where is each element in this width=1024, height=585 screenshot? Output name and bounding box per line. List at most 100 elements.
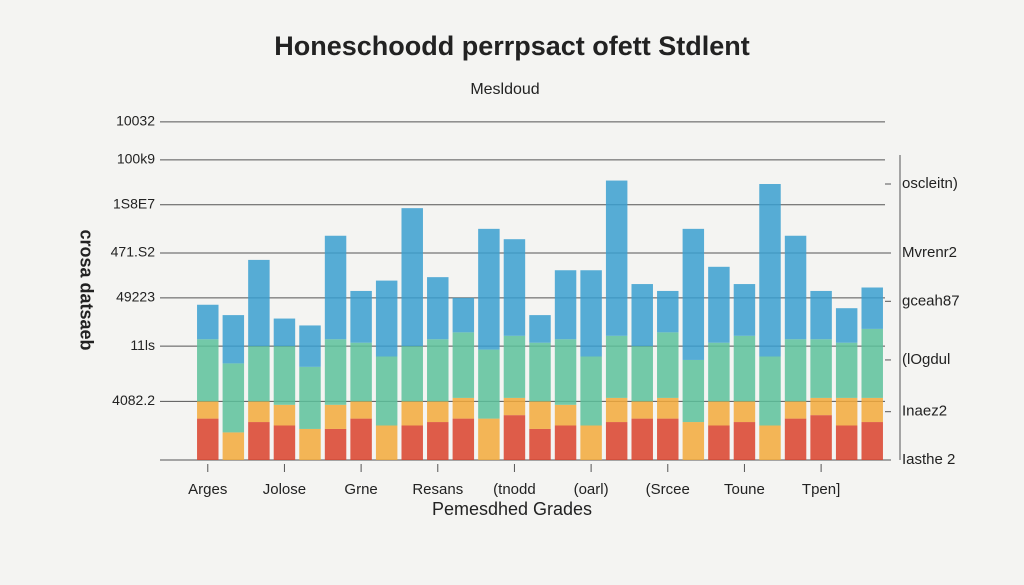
bar-segment <box>733 335 756 402</box>
bar-segment <box>631 401 653 419</box>
y-tick-label: 471.S2 <box>111 244 156 260</box>
bar-segment <box>810 415 832 460</box>
bar-segment <box>197 304 219 340</box>
bar-segment <box>554 339 577 405</box>
bar-segment <box>605 180 628 336</box>
y-tick-label: 1S8E7 <box>113 195 155 211</box>
bar-segment <box>427 422 449 460</box>
y2-tick-label: (lOgdul <box>902 351 950 368</box>
bar-segment <box>401 346 423 402</box>
bar-segment <box>350 418 372 460</box>
bar-segment <box>810 397 832 416</box>
bar-segment <box>580 270 602 357</box>
bar-segment <box>605 397 628 423</box>
bar-segment <box>503 239 526 336</box>
bar-segment <box>401 425 423 460</box>
bar-segment <box>452 418 475 460</box>
chart-subtitle: Mesldoud <box>470 81 539 98</box>
bar-segment <box>350 290 372 343</box>
bar-segment <box>478 228 500 350</box>
x-tick-label: (tnodd <box>493 481 536 498</box>
y2-tick-label: Mvrenr2 <box>902 244 957 261</box>
bar-segment <box>503 415 526 460</box>
bar-segment <box>324 404 347 429</box>
bar-segment <box>350 342 372 402</box>
x-tick-label: Toune <box>724 481 765 498</box>
x-tick-label: (oarl) <box>574 481 609 498</box>
bar-segment <box>273 318 296 347</box>
bar-segment <box>835 397 858 426</box>
bar-segment <box>427 401 449 423</box>
bar-segment <box>682 359 705 423</box>
bar-segment <box>529 401 551 429</box>
bar-segment <box>529 315 551 343</box>
bar-segment <box>784 339 807 402</box>
bar-segment <box>452 297 475 333</box>
bar-segment <box>248 346 270 402</box>
x-tick-label: Jolose <box>263 481 306 498</box>
y2-tick-label: Inaez2 <box>902 403 947 420</box>
bar-segment <box>835 308 858 343</box>
bar-segment <box>197 339 219 402</box>
bar-segment <box>222 315 245 364</box>
bar-segment <box>401 401 423 426</box>
bar-segment <box>273 346 296 405</box>
bar-segment <box>605 422 628 460</box>
bar-segment <box>503 335 526 398</box>
bar-segment <box>503 397 526 416</box>
x-tick-label: Resans <box>412 481 463 498</box>
bar-segment <box>580 356 602 426</box>
bar-segment <box>197 401 219 419</box>
bar-segment <box>299 325 321 367</box>
bar-segment <box>554 425 577 460</box>
bar-segment <box>631 284 653 347</box>
bar-segment <box>861 287 883 329</box>
bar-segment <box>273 425 296 460</box>
bar-segment <box>835 342 858 398</box>
y2-tick-label: gceah87 <box>902 292 960 309</box>
bar-segment <box>759 184 781 357</box>
x-tick-label: Arges <box>188 481 227 498</box>
bar-segment <box>657 290 679 333</box>
bar-segment <box>529 342 551 402</box>
bar-segment <box>835 425 858 460</box>
y-tick-label: 100k9 <box>117 151 155 167</box>
bar-segment <box>657 397 679 419</box>
bar-segment <box>427 277 449 340</box>
bar-segment <box>682 228 705 360</box>
bar-segment <box>324 339 347 405</box>
bar-segment <box>784 401 807 419</box>
bar-segment <box>299 428 321 460</box>
x-tick-label: (Srcee <box>646 481 690 498</box>
y-tick-label: 4082.2 <box>112 392 155 408</box>
y-axis-title: crosa datsaeb <box>76 229 96 350</box>
bar-segment <box>324 428 347 460</box>
x-axis-title: Pemesdhed Grades <box>432 499 592 519</box>
bar-segment <box>784 235 807 340</box>
bar-segment <box>759 425 781 460</box>
x-tick-label: Tpen] <box>802 481 840 498</box>
bar-segment <box>222 363 245 433</box>
y2-tick-label: oscleitn) <box>902 175 958 192</box>
bar-segment <box>401 208 423 347</box>
bar-segment <box>427 339 449 402</box>
bar-segment <box>478 418 500 460</box>
bar-segment <box>248 422 270 460</box>
bar-segment <box>273 404 296 426</box>
bar-segment <box>657 332 679 398</box>
x-tick-label: Grne <box>344 481 377 498</box>
bar-segment <box>733 401 756 423</box>
bar-segment <box>708 342 730 402</box>
y2-tick-label: Iasthe 2 <box>902 451 955 468</box>
bar-segment <box>682 422 705 460</box>
bar-segment <box>324 235 347 340</box>
bar-segment <box>733 422 756 460</box>
bar-segment <box>248 259 270 347</box>
bar-segment <box>810 290 832 340</box>
bar-segment <box>810 339 832 398</box>
chart-title: Honeschoodd perrpsact ofett Stdlent <box>274 31 750 61</box>
bar-segment <box>733 284 756 336</box>
bar-segment <box>554 270 577 340</box>
bar-segment <box>759 356 781 426</box>
